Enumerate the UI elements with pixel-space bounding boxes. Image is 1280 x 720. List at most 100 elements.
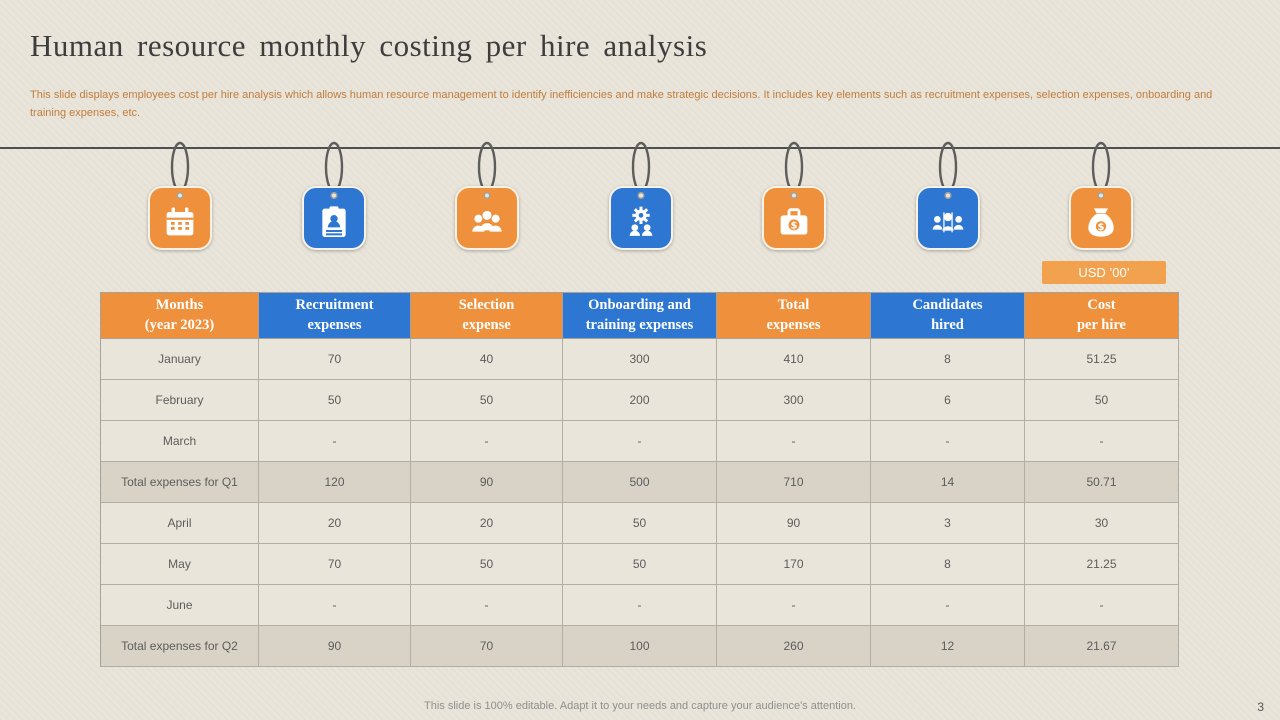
team-icon: [472, 210, 502, 232]
table-cell: 20: [259, 503, 411, 544]
table-cell: 8: [871, 544, 1025, 585]
hang-tag-money-bag: $: [1069, 141, 1133, 250]
tag-square: [455, 186, 519, 250]
table-cell: 500: [563, 462, 717, 503]
divider-line: [0, 147, 1280, 149]
svg-text:$: $: [1098, 222, 1105, 233]
row-label: May: [101, 544, 259, 585]
table-cell: -: [411, 585, 563, 626]
candidates-icon: [932, 211, 963, 232]
usd-unit-badge: USD ’00’: [1042, 261, 1166, 284]
table-cell: 6: [871, 380, 1025, 421]
tag-hole: [1097, 192, 1105, 199]
table-cell: -: [1025, 585, 1179, 626]
tag-square: [915, 186, 980, 250]
tag-hole: [176, 192, 184, 199]
tag-hole: [330, 192, 337, 199]
table-cell: -: [871, 585, 1025, 626]
hang-tag-gear-team: [608, 141, 673, 250]
table-cell: 50.71: [1025, 462, 1179, 503]
table-cell: -: [259, 421, 411, 462]
table-header-col-0: Months (year 2023): [101, 293, 259, 339]
table-header-col-5: Candidates hired: [871, 293, 1025, 339]
hang-tag-calendar: [148, 141, 212, 250]
gear-team-icon: [629, 206, 652, 236]
slide-footer-note: This slide is 100% editable. Adapt it to…: [424, 700, 856, 712]
table-cell: 40: [411, 339, 563, 380]
row-label: Total expenses for Q1: [101, 462, 259, 503]
table-cell: 300: [717, 380, 871, 421]
table-cell: 21.67: [1025, 626, 1179, 667]
briefcase-dollar-icon: $: [780, 207, 808, 234]
tag-hole: [790, 192, 798, 199]
tag-hole: [483, 192, 491, 199]
table-header-col-2: Selection expense: [411, 293, 563, 339]
tag-hole: [637, 192, 644, 199]
table-cell: -: [563, 421, 717, 462]
row-label: February: [101, 380, 259, 421]
costing-table: Months (year 2023) Recruitment expenses Se…: [100, 292, 1179, 667]
table-cell: 100: [563, 626, 717, 667]
row-label: June: [101, 585, 259, 626]
hang-tag-briefcase-dollar: $: [762, 141, 826, 250]
table-cell: -: [717, 585, 871, 626]
table-cell: 90: [259, 626, 411, 667]
table-cell: -: [871, 421, 1025, 462]
table-cell: 50: [411, 380, 563, 421]
table-cell: -: [1025, 421, 1179, 462]
table-header-col-3: Onboarding and training expenses: [563, 293, 717, 339]
table-header-col-4: Total expenses: [717, 293, 871, 339]
page-number: 3: [1257, 700, 1264, 714]
row-label: Total expenses for Q2: [101, 626, 259, 667]
row-label: January: [101, 339, 259, 380]
table-cell: 70: [411, 626, 563, 667]
table-cell: -: [717, 421, 871, 462]
tag-hole: [944, 192, 951, 199]
hang-tag-candidates: [915, 141, 980, 250]
hang-tag-team: [455, 141, 519, 250]
table-cell: 170: [717, 544, 871, 585]
table-cell: -: [563, 585, 717, 626]
calendar-icon: [166, 206, 194, 235]
table-cell: -: [411, 421, 563, 462]
table-cell: 30: [1025, 503, 1179, 544]
table-cell: 300: [563, 339, 717, 380]
table-cell: 21.25: [1025, 544, 1179, 585]
table-cell: 410: [717, 339, 871, 380]
tag-square: [148, 186, 212, 250]
table-cell: 50: [411, 544, 563, 585]
table-cell: 14: [871, 462, 1025, 503]
table-cell: 50: [259, 380, 411, 421]
table-cell: 260: [717, 626, 871, 667]
table-cell: 20: [411, 503, 563, 544]
table-cell: 70: [259, 544, 411, 585]
table-cell: 50: [563, 544, 717, 585]
tag-square: $: [762, 186, 826, 250]
table-cell: 70: [259, 339, 411, 380]
table-cell: 90: [717, 503, 871, 544]
row-label: April: [101, 503, 259, 544]
hang-tag-clipboard-person: [301, 141, 366, 250]
svg-text:$: $: [791, 220, 798, 231]
tag-square: [608, 186, 673, 250]
tag-square: $: [1069, 186, 1133, 250]
table-cell: -: [259, 585, 411, 626]
tag-square: [301, 186, 366, 250]
slide-subtitle: This slide displays employees cost per h…: [30, 89, 1213, 120]
table-cell: 8: [871, 339, 1025, 380]
table-cell: 51.25: [1025, 339, 1179, 380]
table-header-col-6: Cost per hire: [1025, 293, 1179, 339]
clipboard-person-icon: [321, 205, 346, 237]
table-cell: 12: [871, 626, 1025, 667]
table-cell: 710: [717, 462, 871, 503]
table-cell: 3: [871, 503, 1025, 544]
page-title: Human resource monthly costing per hire …: [30, 28, 708, 63]
table-cell: 50: [1025, 380, 1179, 421]
table-cell: 50: [563, 503, 717, 544]
table-header-col-1: Recruitment expenses: [259, 293, 411, 339]
table-cell: 200: [563, 380, 717, 421]
money-bag-icon: $: [1088, 207, 1114, 237]
table-cell: 120: [259, 462, 411, 503]
table-cell: 90: [411, 462, 563, 503]
